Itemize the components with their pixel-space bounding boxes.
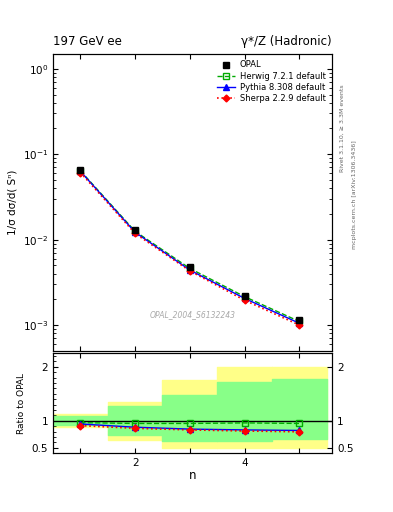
Text: γ*/Z (Hadronic): γ*/Z (Hadronic) xyxy=(241,35,332,48)
Text: 197 GeV ee: 197 GeV ee xyxy=(53,35,122,48)
Legend: OPAL, Herwig 7.2.1 default, Pythia 8.308 default, Sherpa 2.2.9 default: OPAL, Herwig 7.2.1 default, Pythia 8.308… xyxy=(215,58,328,105)
Text: Rivet 3.1.10, ≥ 3.3M events: Rivet 3.1.10, ≥ 3.3M events xyxy=(340,84,345,172)
Y-axis label: Ratio to OPAL: Ratio to OPAL xyxy=(17,373,26,434)
X-axis label: n: n xyxy=(189,470,196,482)
Text: OPAL_2004_S6132243: OPAL_2004_S6132243 xyxy=(150,311,235,319)
Y-axis label: 1/σ dσ/d( Sⁿ): 1/σ dσ/d( Sⁿ) xyxy=(7,169,17,235)
Text: mcplots.cern.ch [arXiv:1306.3436]: mcplots.cern.ch [arXiv:1306.3436] xyxy=(352,140,357,249)
